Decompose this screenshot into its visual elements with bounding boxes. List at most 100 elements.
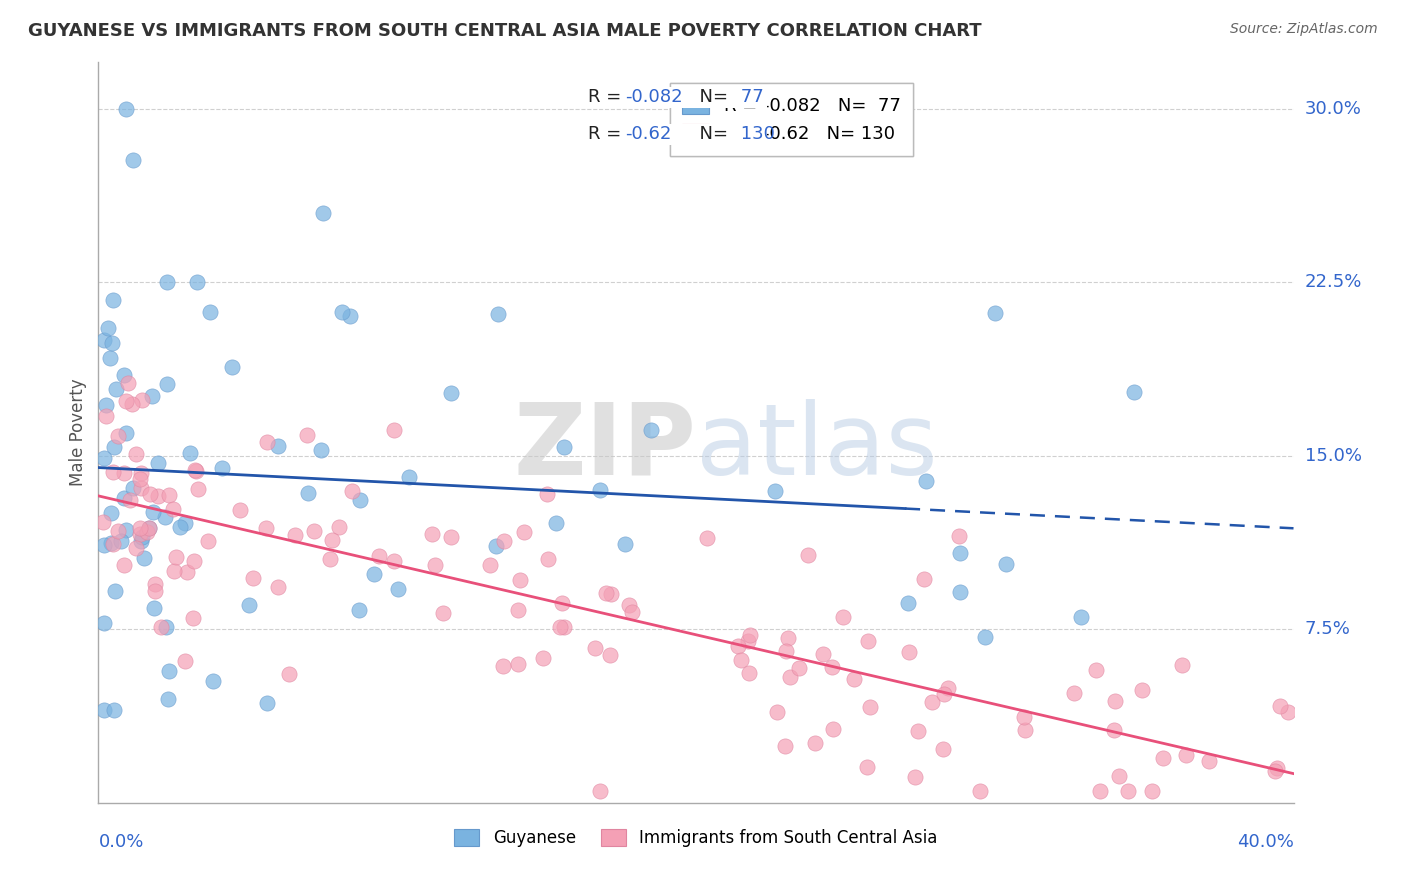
Point [129, 521, 152, 535]
Point [122, 153, 145, 167]
Point [93, 703, 115, 717]
Point [267, 581, 290, 595]
Point [302, 524, 325, 538]
Point [775, 644, 797, 658]
Point [93, 334, 115, 348]
Point [949, 585, 972, 599]
Point [398, 470, 420, 484]
Point [912, 572, 935, 586]
Point [97, 321, 120, 335]
Point [117, 376, 139, 390]
Point [101, 537, 124, 551]
Point [121, 481, 143, 495]
Point [551, 596, 574, 610]
Point [166, 550, 188, 565]
Point [737, 634, 759, 648]
Point [776, 631, 799, 645]
Text: 130: 130 [735, 125, 775, 144]
Point [183, 463, 205, 477]
Point [114, 523, 136, 537]
Point [620, 605, 643, 619]
Point [115, 393, 138, 408]
Point [142, 505, 165, 519]
Text: 15.0%: 15.0% [1305, 447, 1361, 465]
Point [583, 640, 606, 655]
Point [312, 206, 335, 220]
Point [125, 447, 148, 461]
Point [169, 520, 191, 534]
Point [187, 482, 209, 496]
Point [131, 530, 153, 544]
Point [948, 529, 970, 543]
Text: R = -0.62   N=  130: R = -0.62 N= 130 [589, 125, 765, 144]
Point [112, 368, 135, 383]
Point [173, 516, 195, 530]
Point [98, 351, 121, 365]
Text: R = -0.082   N=  77: R = -0.082 N= 77 [589, 88, 765, 106]
Point [100, 535, 122, 549]
Point [124, 541, 146, 556]
Point [914, 474, 936, 488]
Point [553, 620, 575, 634]
Point [904, 770, 927, 784]
Point [696, 531, 718, 545]
Point [1264, 764, 1286, 778]
Point [184, 464, 207, 478]
Point [267, 440, 290, 454]
Point [93, 450, 115, 465]
Point [617, 599, 640, 613]
Point [509, 573, 531, 587]
Text: 30.0%: 30.0% [1305, 100, 1361, 118]
Point [93, 615, 115, 630]
Point [1152, 751, 1174, 765]
Point [103, 441, 125, 455]
Point [936, 681, 959, 696]
Point [339, 309, 361, 323]
Point [278, 666, 301, 681]
Point [423, 558, 446, 573]
Point [198, 305, 221, 319]
Point [183, 554, 205, 568]
Point [139, 486, 162, 500]
Point [138, 520, 160, 534]
Point [536, 486, 558, 500]
Point [440, 385, 463, 400]
Point [797, 548, 820, 562]
Point [121, 397, 143, 411]
Point [382, 554, 405, 568]
Point [1012, 710, 1035, 724]
Point [143, 576, 166, 591]
Text: R =: R = [589, 125, 627, 144]
Point [321, 533, 343, 548]
Point [103, 466, 125, 480]
Point [112, 558, 135, 572]
Point [155, 620, 177, 634]
Point [640, 423, 662, 437]
Point [183, 611, 205, 625]
Point [115, 425, 138, 440]
Point [309, 443, 332, 458]
Point [595, 585, 617, 599]
Point [1270, 698, 1292, 713]
Point [229, 503, 252, 517]
Point [494, 534, 516, 549]
Point [342, 483, 364, 498]
Point [994, 557, 1017, 571]
Point [146, 456, 169, 470]
Point [479, 558, 502, 572]
Text: 0.0%: 0.0% [98, 833, 143, 851]
Point [1277, 705, 1299, 719]
Point [254, 521, 277, 535]
Point [110, 533, 132, 548]
Point [949, 546, 972, 560]
Point [420, 527, 443, 541]
Point [820, 660, 842, 674]
Point [129, 534, 152, 549]
Point [363, 567, 385, 582]
Point [103, 703, 125, 717]
Point [740, 628, 762, 642]
Point [775, 739, 797, 754]
Point [439, 530, 461, 544]
Point [546, 516, 568, 531]
Point [173, 654, 195, 668]
